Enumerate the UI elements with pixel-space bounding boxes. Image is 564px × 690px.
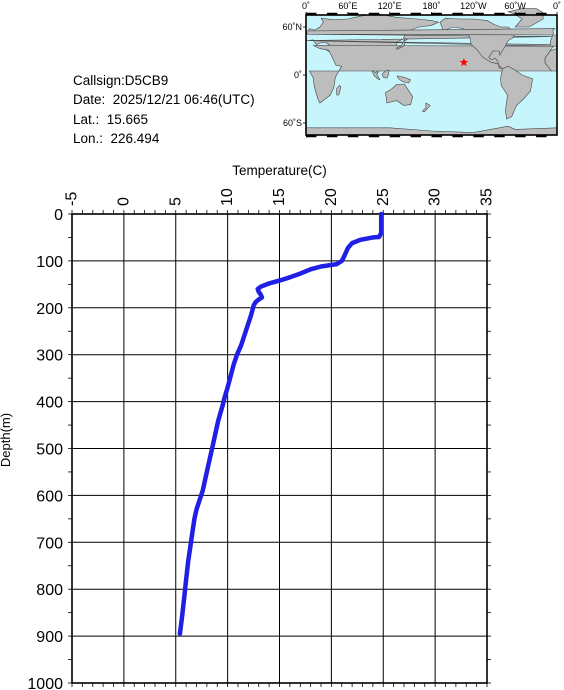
map-land-sumatra — [371, 70, 381, 81]
map-land-japan — [396, 37, 408, 50]
y-tick-label: 700 — [36, 535, 63, 552]
y-tick-label: 400 — [36, 395, 63, 412]
y-tick-label: 0 — [54, 207, 63, 224]
y-tick-label: 600 — [36, 488, 63, 505]
map-lon-label: 0˚ — [302, 1, 310, 11]
map-lat-label: 60˚N — [282, 22, 302, 32]
temperature-profile-line — [177, 211, 384, 637]
map-land-south-america — [500, 65, 533, 120]
map-land-borneo — [381, 69, 390, 79]
x-tick-label: 10 — [219, 188, 236, 206]
date-text: Date: 2025/12/21 06:46(UTC) — [73, 92, 255, 108]
map-land-madagascar — [336, 84, 342, 96]
y-tick-label: 100 — [36, 254, 63, 271]
y-tick-label: 800 — [36, 582, 63, 599]
y-tick-label: 200 — [36, 301, 63, 318]
map-lat-label: 0˚ — [294, 70, 302, 80]
map-lat-label: 60˚S — [283, 118, 302, 128]
longitude-text: Lon.: 226.494 — [73, 130, 160, 146]
station-marker-star-icon — [459, 58, 469, 67]
x-axis-label: Temperature(C) — [232, 163, 327, 178]
map-lon-label: 60˚E — [338, 1, 357, 11]
x-tick-label: 5 — [167, 197, 184, 206]
plot-frame — [71, 213, 488, 684]
map-lon-label: 0˚ — [553, 1, 561, 11]
map-lon-label: 180˚ — [422, 1, 440, 11]
x-tick-label: 15 — [271, 188, 288, 206]
x-tick-label: 35 — [479, 188, 496, 206]
map-land-new-zealand — [421, 102, 431, 113]
map-land-uk — [305, 28, 556, 36]
map-land-new-guinea — [396, 75, 412, 84]
cast-info: Callsign:D5CB9 Date: 2025/12/21 06:46(UT… — [73, 71, 255, 148]
x-tick-label: -5 — [64, 192, 81, 206]
y-axis-label: Depth(m) — [0, 413, 13, 467]
map-lon-label: 120˚W — [460, 1, 487, 11]
x-tick-label: 20 — [323, 188, 340, 206]
map-lon-label: 120˚E — [378, 1, 402, 11]
y-tick-label: 300 — [36, 348, 63, 365]
x-tick-label: 30 — [427, 188, 444, 206]
y-tick-label: 1000 — [27, 676, 63, 690]
y-tick-label: 900 — [36, 629, 63, 646]
y-tick-label: 500 — [36, 442, 63, 459]
x-tick-label: 25 — [375, 188, 392, 206]
map-land-australia — [385, 83, 414, 106]
latitude-text: Lat.: 15.665 — [73, 111, 149, 127]
callsign-text: Callsign:D5CB9 — [73, 73, 169, 88]
map-land-europe-wrap — [549, 34, 558, 47]
map-lon-label: 60˚W — [504, 1, 526, 11]
x-tick-label: 0 — [115, 197, 132, 206]
